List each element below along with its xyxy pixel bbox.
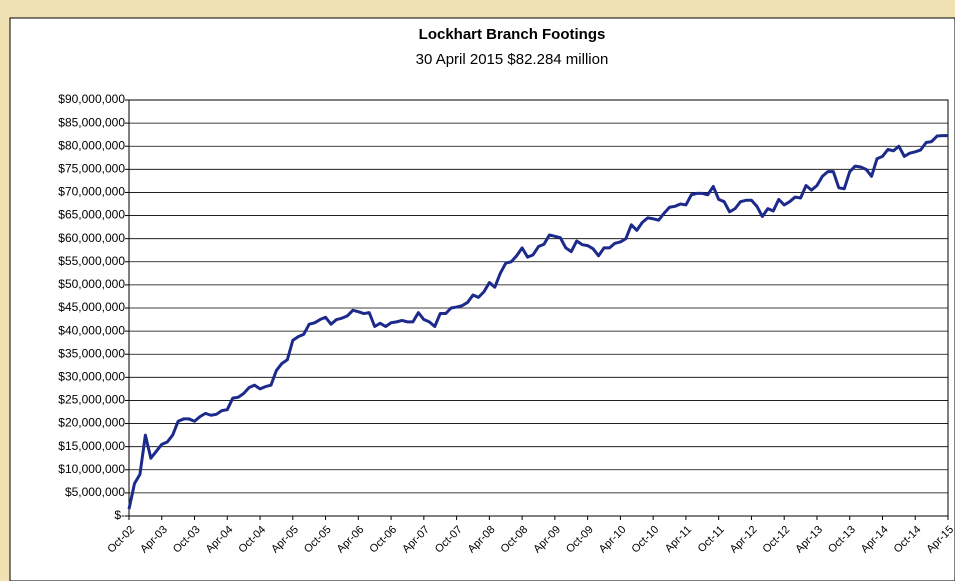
y-tick-label: $45,000,000 xyxy=(58,300,125,314)
y-tick-label: $40,000,000 xyxy=(58,323,125,337)
y-tick-label: $5,000,000 xyxy=(65,485,125,499)
y-tick-label: $80,000,000 xyxy=(58,138,125,152)
y-tick-label: $25,000,000 xyxy=(58,393,125,407)
chart-title: Lockhart Branch Footings xyxy=(419,26,606,43)
data-line xyxy=(127,134,949,510)
y-tick-label: $65,000,000 xyxy=(58,208,125,222)
y-tick-label: $- xyxy=(114,508,125,522)
y-tick-label: $70,000,000 xyxy=(58,185,125,199)
y-tick-label: $75,000,000 xyxy=(58,162,125,176)
y-tick-label: $10,000,000 xyxy=(58,462,125,476)
y-tick-label: $20,000,000 xyxy=(58,416,125,430)
y-tick-label: $55,000,000 xyxy=(58,254,125,268)
chart-subtitle: 30 April 2015 $82.284 million xyxy=(416,51,609,68)
y-tick-label: $90,000,000 xyxy=(58,92,125,106)
y-tick-label: $35,000,000 xyxy=(58,346,125,360)
y-tick-label: $30,000,000 xyxy=(58,370,125,384)
y-tick-label: $15,000,000 xyxy=(58,439,125,453)
y-tick-label: $85,000,000 xyxy=(58,115,125,129)
y-tick-label: $50,000,000 xyxy=(58,277,125,291)
y-tick-label: $60,000,000 xyxy=(58,231,125,245)
